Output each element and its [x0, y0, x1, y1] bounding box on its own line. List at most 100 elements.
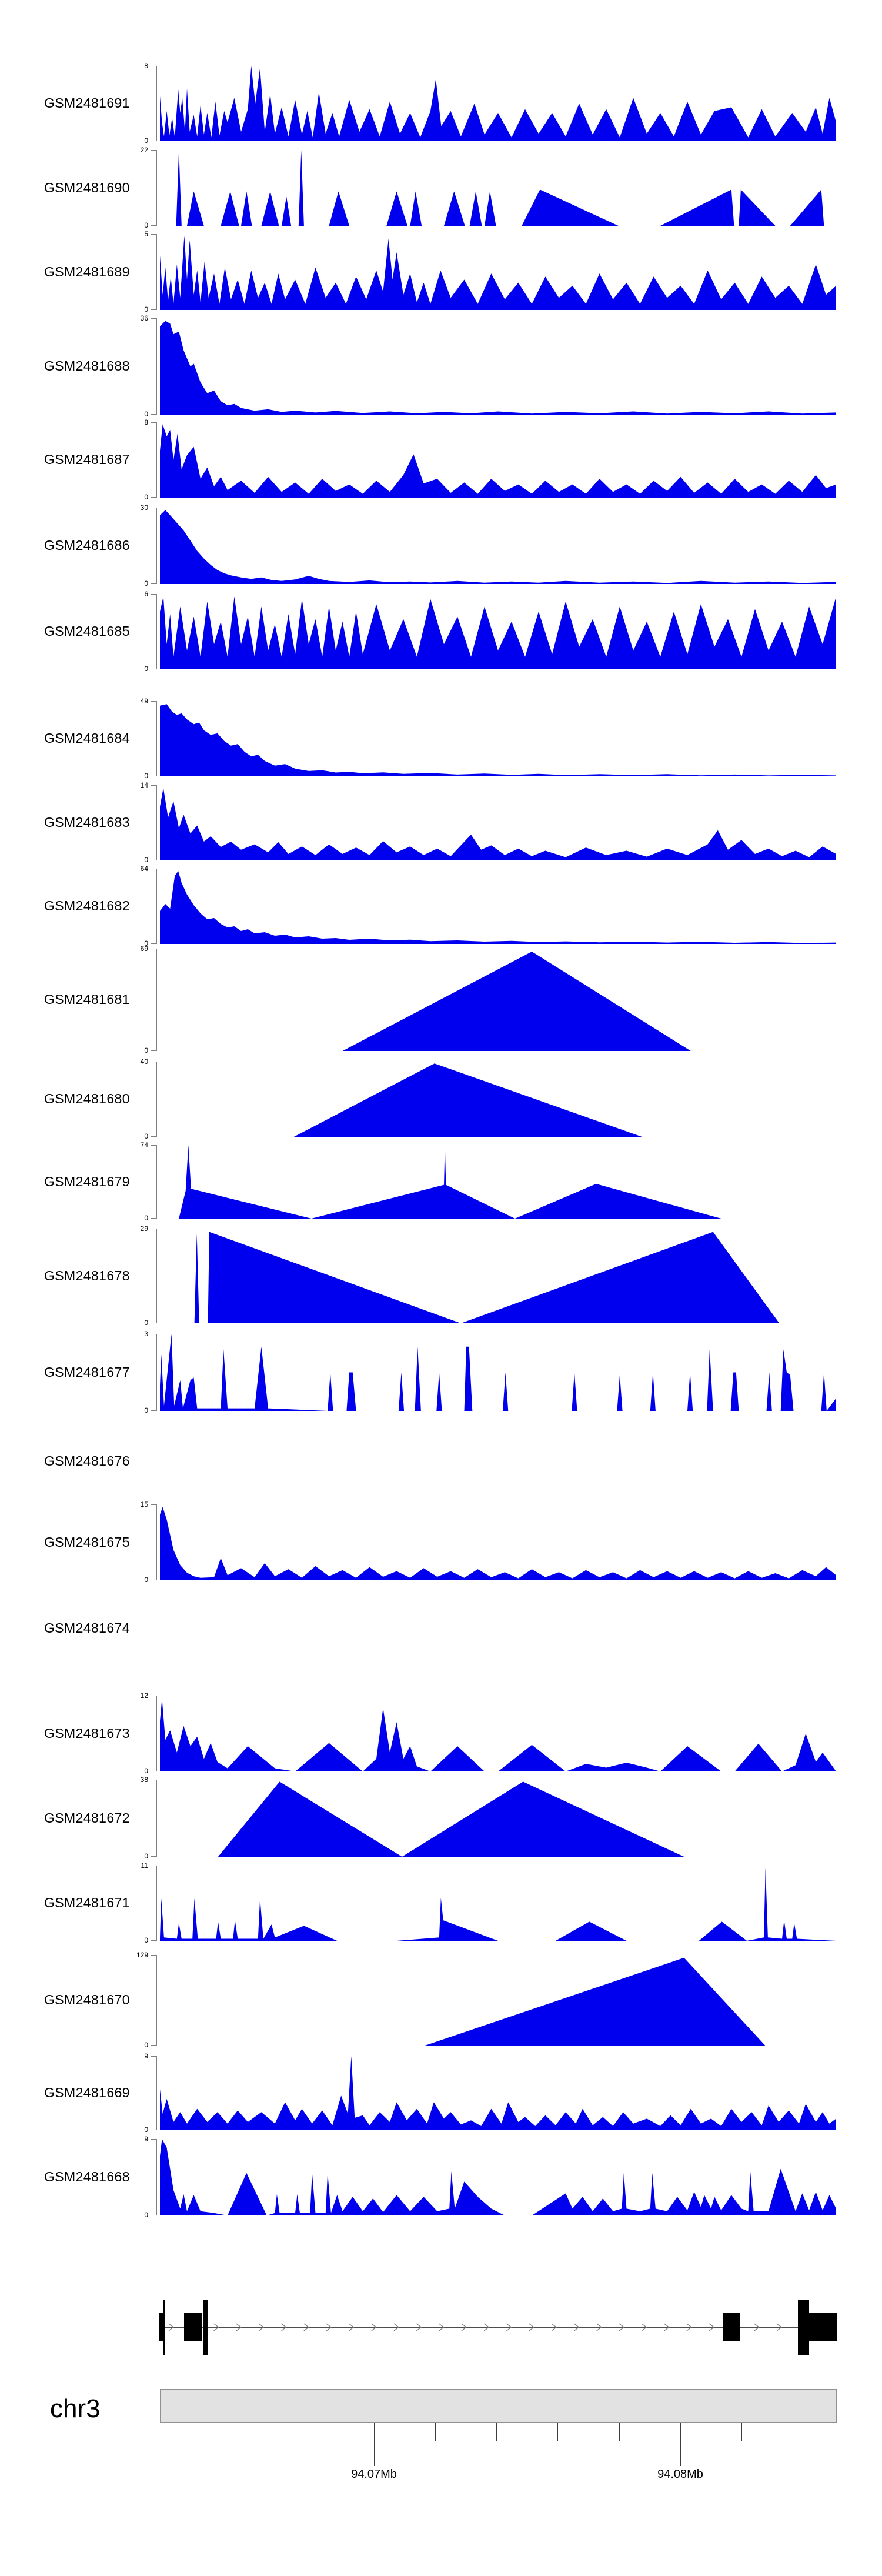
strand-arrow-icon — [776, 2323, 783, 2331]
y-axis-top-tick — [151, 594, 156, 595]
coverage-polygon — [160, 510, 836, 584]
y-axis-line — [156, 150, 157, 226]
coverage-polygon — [160, 2139, 836, 2215]
axis-minor-tick — [496, 2423, 497, 2441]
coverage-area — [160, 1232, 836, 1323]
track-label: GSM2481688 — [44, 358, 130, 373]
axis-major-tick — [374, 2423, 375, 2466]
y-axis-top-tick — [151, 1145, 156, 1146]
axis-major-tick — [680, 2423, 681, 2466]
y-axis-zero-label: 0 — [144, 2041, 148, 2049]
y-axis-zero-label: 0 — [144, 579, 148, 588]
exon-cds-box — [203, 2300, 208, 2355]
coverage-area — [160, 321, 836, 415]
y-axis-zero-label: 0 — [144, 136, 148, 145]
y-axis-zero-label: 0 — [144, 2125, 148, 2134]
y-axis-zero-label: 0 — [144, 493, 148, 501]
coverage-area — [160, 1507, 836, 1580]
coverage-area — [160, 2056, 836, 2130]
y-axis-bottom-tick — [151, 943, 156, 944]
chromosome-bar — [160, 2389, 837, 2423]
y-axis-zero-label: 0 — [144, 1319, 148, 1327]
exon-utr-box — [723, 2313, 740, 2341]
track-label: GSM2481670 — [44, 1992, 130, 2007]
y-axis-zero-label: 0 — [144, 856, 148, 864]
coverage-area — [160, 510, 836, 584]
y-axis-bottom-tick — [151, 1136, 156, 1137]
gene-backbone-line — [163, 2327, 823, 2328]
coverage-polygon — [160, 1232, 836, 1323]
axis-tick-label: 94.08Mb — [657, 2468, 703, 2481]
strand-arrow-icon — [168, 2323, 175, 2331]
strand-arrow-icon — [551, 2323, 557, 2331]
y-axis-max-label: 14 — [140, 781, 148, 789]
strand-arrow-icon — [258, 2323, 265, 2331]
y-axis-line — [156, 1145, 157, 1219]
y-axis-top-tick — [151, 150, 156, 151]
y-axis-max-label: 49 — [140, 697, 148, 705]
strand-arrow-icon — [236, 2323, 242, 2331]
strand-arrow-icon — [529, 2323, 534, 2331]
y-axis-max-label: 5 — [144, 230, 148, 238]
y-axis-line — [156, 1062, 157, 1137]
strand-arrow-icon — [754, 2323, 760, 2331]
y-axis-line — [156, 2139, 157, 2215]
coverage-polygon — [160, 1334, 836, 1411]
coverage-polygon — [160, 321, 836, 415]
strand-arrow-icon — [641, 2323, 647, 2331]
strand-arrow-icon — [439, 2323, 445, 2331]
y-axis-line — [156, 1229, 157, 1323]
coverage-area — [160, 1867, 836, 1941]
track-label: GSM2481673 — [44, 1725, 130, 1741]
strand-arrow-icon — [213, 2323, 219, 2331]
exon-cds-box — [798, 2300, 809, 2355]
coverage-polygon — [160, 704, 836, 776]
y-axis-zero-label: 0 — [144, 1046, 148, 1055]
y-axis-max-label: 6 — [144, 590, 148, 598]
track-label: GSM2481679 — [44, 1173, 130, 1189]
exon-utr-box — [159, 2313, 164, 2341]
track-label: GSM2481690 — [44, 179, 130, 195]
coverage-polygon — [160, 66, 836, 141]
track-label: GSM2481687 — [44, 452, 130, 467]
coverage-area — [160, 1957, 836, 2046]
strand-arrow-icon — [664, 2323, 670, 2331]
track-label: GSM2481682 — [44, 898, 130, 913]
y-axis-bottom-tick — [151, 1940, 156, 1941]
y-axis-max-label: 8 — [144, 62, 148, 70]
y-axis-bottom-tick — [151, 1856, 156, 1857]
y-axis-line — [156, 594, 157, 669]
strand-arrow-icon — [416, 2323, 422, 2331]
y-axis-max-label: 69 — [140, 945, 148, 953]
y-axis-line — [156, 869, 157, 944]
strand-arrow-icon — [461, 2323, 467, 2331]
coverage-polygon — [160, 1063, 836, 1137]
coverage-area — [160, 66, 836, 141]
y-axis-top-tick — [151, 2056, 156, 2057]
y-axis-zero-label: 0 — [144, 665, 148, 673]
y-axis-zero-label: 0 — [144, 772, 148, 780]
strand-arrow-icon — [686, 2323, 692, 2331]
y-axis-bottom-tick — [151, 1410, 156, 1411]
strand-arrow-icon — [281, 2323, 287, 2331]
track-label: GSM2481672 — [44, 1810, 130, 1826]
coverage-area — [160, 788, 836, 860]
y-axis-zero-label: 0 — [144, 2211, 148, 2219]
track-label: GSM2481678 — [44, 1267, 130, 1283]
coverage-area — [160, 1334, 836, 1411]
coverage-polygon — [160, 1867, 836, 1941]
y-axis-top-tick — [151, 2139, 156, 2140]
y-axis-line — [156, 1866, 157, 1941]
track-label: GSM2481677 — [44, 1364, 130, 1380]
axis-minor-tick — [619, 2423, 620, 2441]
coverage-polygon — [160, 871, 836, 944]
y-axis-zero-label: 0 — [144, 1132, 148, 1140]
y-axis-bottom-tick — [151, 583, 156, 584]
track-label: GSM2481684 — [44, 730, 130, 746]
y-axis-line — [156, 66, 157, 141]
y-axis-zero-label: 0 — [144, 1214, 148, 1222]
exon-utr-box — [184, 2313, 202, 2341]
coverage-area — [160, 871, 836, 944]
y-axis-zero-label: 0 — [144, 410, 148, 418]
strand-arrow-icon — [483, 2323, 490, 2331]
